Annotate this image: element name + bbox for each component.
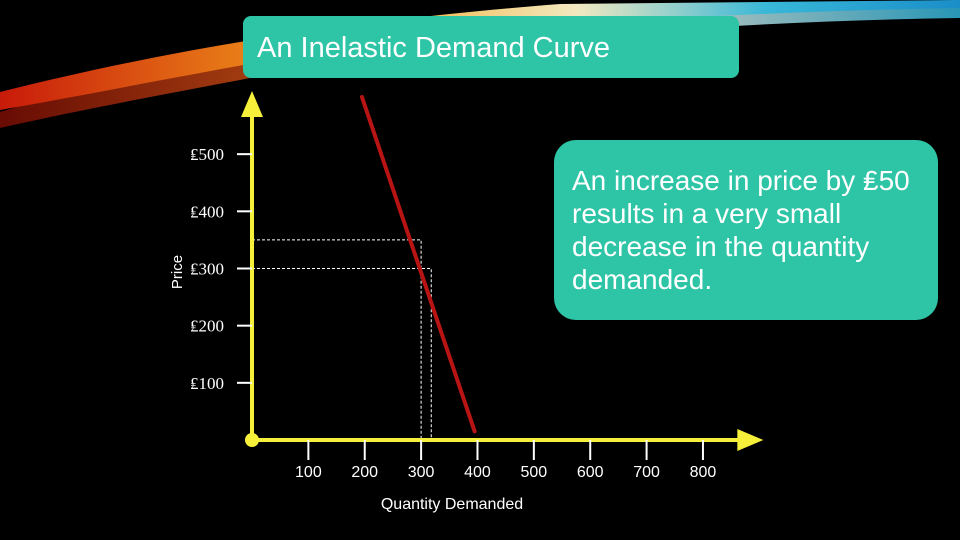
annotation-text: An increase in price by ₤50 results in a…	[572, 165, 910, 295]
x-tick-label-500: 500	[520, 464, 547, 481]
y-tick-label-400: ₤400	[190, 202, 224, 221]
x-tick-label-400: 400	[464, 464, 491, 481]
origin-dot	[245, 433, 259, 447]
x-axis-arrow	[737, 429, 764, 451]
guide-line-1	[252, 239, 422, 440]
chart-series	[359, 94, 477, 434]
title-box: An Inelastic Demand Curve	[243, 16, 739, 78]
y-tick-label-500: ₤500	[190, 145, 224, 164]
y-axis-arrow	[241, 90, 263, 117]
x-axis-title: Quantity Demanded	[381, 496, 523, 513]
y-tick-label-300: ₤300	[190, 259, 224, 278]
axis-ticks: 100 200 300 400 500 600 700 800 ₤100 ₤200 ₤300 ₤400…	[169, 145, 716, 513]
y-axis-title: Price	[169, 255, 186, 289]
x-tick-label-600: 600	[577, 464, 604, 481]
chart-axes	[241, 90, 764, 451]
slide-title: An Inelastic Demand Curve	[257, 32, 610, 64]
y-tick-label-100: ₤100	[190, 374, 224, 393]
y-tick-label-200: ₤200	[190, 317, 224, 336]
guide-line-2	[252, 267, 432, 440]
x-tick-label-200: 200	[351, 464, 378, 481]
x-tick-label-700: 700	[633, 464, 660, 481]
guide-lines	[252, 239, 432, 440]
demand-curve-1	[359, 94, 477, 434]
x-tick-label-100: 100	[295, 464, 322, 481]
x-tick-label-300: 300	[408, 464, 435, 481]
demand-chart: 100 200 300 400 500 600 700 800 ₤100 ₤200 ₤300 ₤400…	[169, 90, 764, 513]
annotation-box: An increase in price by ₤50 results in a…	[554, 140, 938, 320]
x-tick-label-800: 800	[690, 464, 717, 481]
